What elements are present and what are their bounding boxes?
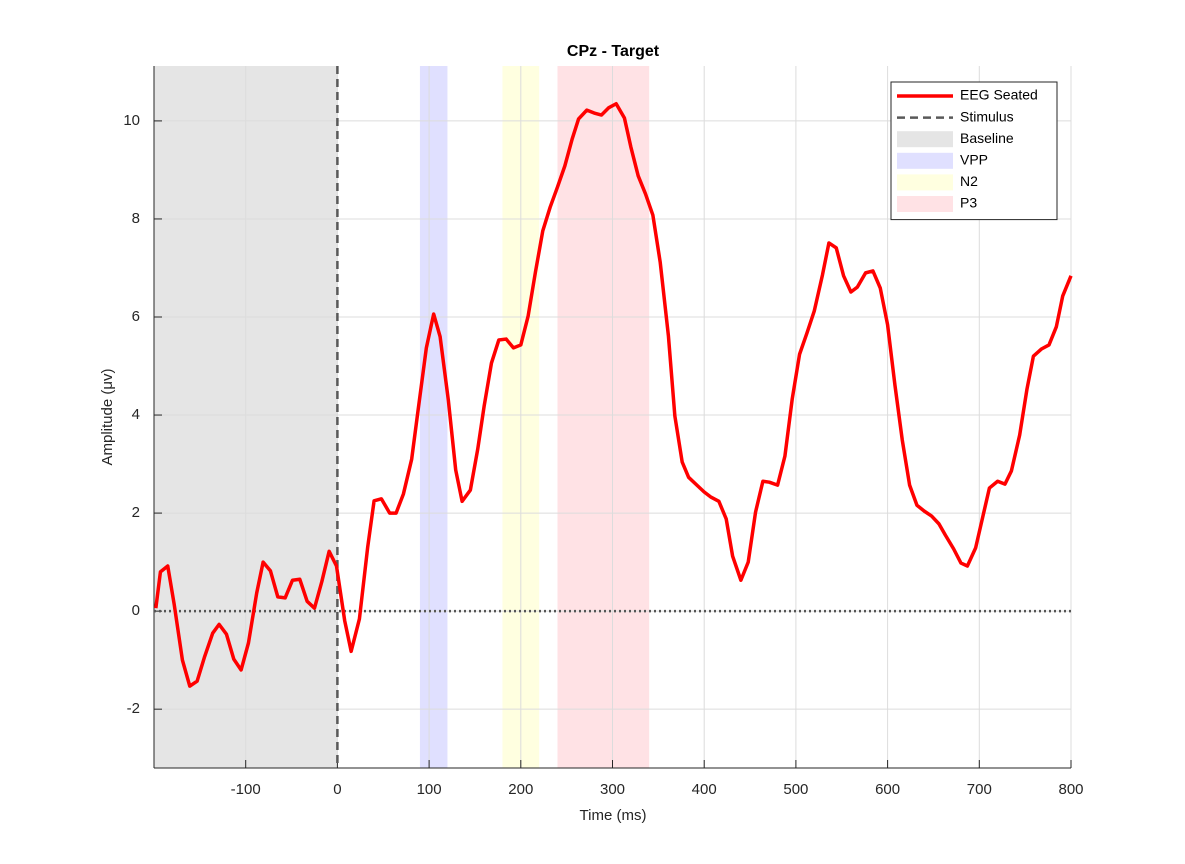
legend: EEG Seated Stimulus Baseline VPP N2 P3 [890,81,1058,221]
x-tick-label: 400 [692,781,717,798]
legend-label: EEG Seated [960,87,1038,103]
x-tick-label: 500 [783,781,808,798]
x-tick-label: -100 [231,781,261,798]
x-tick-label: 100 [417,781,442,798]
legend-swatch [897,131,953,148]
x-tick-label: 700 [967,781,992,798]
legend-label: VPP [960,152,988,168]
legend-label: N2 [960,173,978,189]
x-axis-label: Time (ms) [580,807,647,824]
legend-label: P3 [960,195,977,211]
region [419,66,448,768]
y-tick-label: 10 [123,112,140,129]
legend-swatch [897,152,953,169]
y-tick-label: 4 [132,406,140,423]
x-tick-label: 300 [600,781,625,798]
x-tick-label: 200 [508,781,533,798]
y-tick-label: 0 [132,602,140,619]
eeg-line [154,101,1073,688]
chart-title: CPz - Target [567,43,660,60]
legend-label: Baseline [960,130,1014,146]
y-tick-label: 6 [132,308,140,325]
legend-swatch [897,196,953,212]
y-tick-label: 2 [132,504,140,521]
region [557,66,650,768]
legend-swatch [897,174,953,191]
y-axis-label: Amplitude (μv) [99,368,116,465]
x-tick-label: 600 [875,781,900,798]
x-tick-label: 0 [333,781,341,798]
legend-label: Stimulus [960,108,1014,124]
x-tick-label: 800 [1058,781,1083,798]
y-tick-label: 8 [132,210,140,227]
y-tick-label: -2 [127,700,140,717]
